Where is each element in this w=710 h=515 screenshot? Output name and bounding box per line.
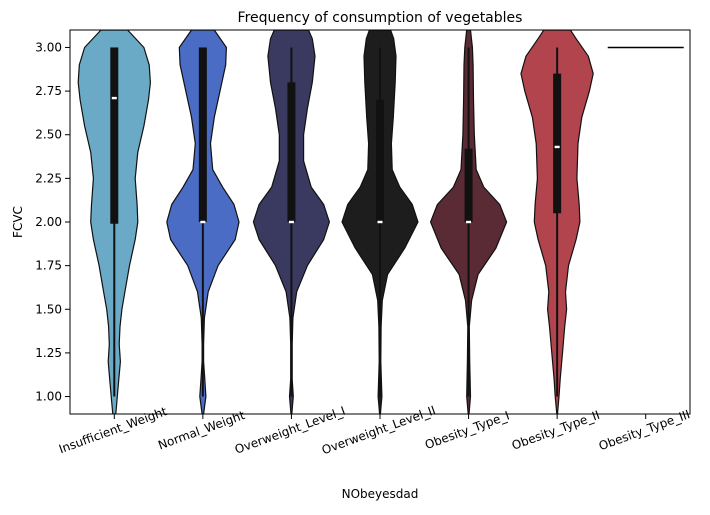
y-tick-label: 1.00 [35,390,62,404]
y-tick-label: 2.25 [35,171,62,185]
y-tick-label: 2.75 [35,84,62,98]
median-marker-insufficient-weight [111,96,117,100]
median-marker-obesity-type-i [466,220,472,224]
median-marker-overweight-level-i [288,220,294,224]
x-axis-label: NObeyesdad [342,487,419,501]
iqr-box-overweight-level-ii [376,99,384,222]
chart-title: Frequency of consumption of vegetables [238,10,523,26]
y-axis-label: FCVC [11,206,25,238]
y-tick-label: 1.50 [35,302,62,316]
iqr-box-obesity-type-i [464,148,473,222]
iqr-box-insufficient-weight [110,47,119,224]
y-tick-label: 1.25 [35,346,62,360]
iqr-box-overweight-level-i [287,82,296,222]
violins-layer [77,30,684,414]
y-tick-label: 3.00 [35,40,62,54]
iqr-box-obesity-type-ii [553,73,562,214]
y-axis: 1.00 1.25 1.50 1.75 2.00 2.25 2.50 2.75 3.00 [35,40,70,404]
median-marker-normal-weight [200,220,206,224]
y-tick-label: 1.75 [35,259,62,273]
iqr-box-normal-weight [198,47,207,222]
median-marker-obesity-type-ii [554,145,560,149]
median-marker-overweight-level-ii [377,220,383,224]
x-axis: Insufficient_WeightNormal_WeightOverweig… [57,403,692,457]
y-tick-label: 2.00 [35,215,62,229]
y-tick-label: 2.50 [35,128,62,142]
x-tick-label: Obesity_Type_II [510,408,602,453]
